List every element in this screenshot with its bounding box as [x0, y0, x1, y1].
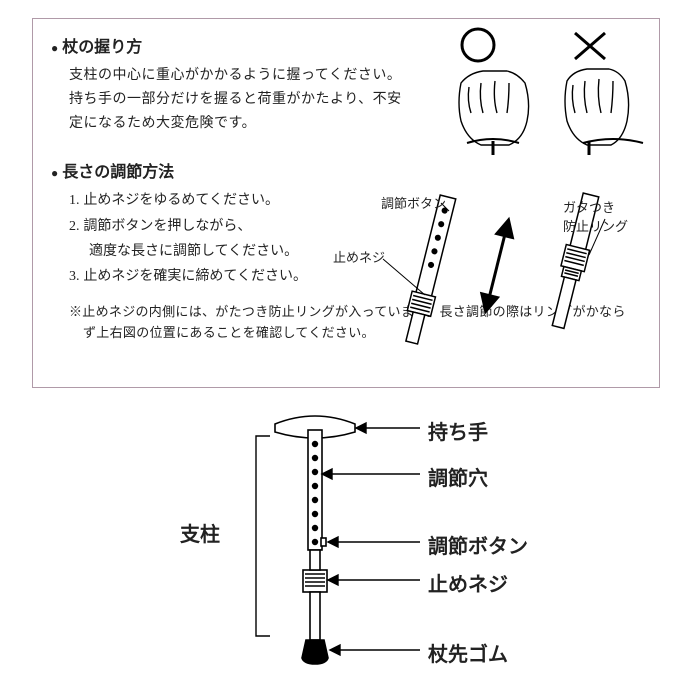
label-anti-rattle: ガタつき 防止リング	[563, 197, 628, 235]
label-adjust-button-2: 調節ボタン	[428, 530, 528, 559]
parts-diagram: 支柱 持ち手 調節穴 調節ボタン 止めネジ 杖先ゴム	[120, 400, 570, 680]
grip-correct-wrong-svg	[433, 25, 653, 155]
label-pillar: 支柱	[180, 518, 220, 547]
step-3: 3. 止めネジを確実に締めてください。	[69, 264, 369, 288]
label-adjust-hole: 調節穴	[428, 462, 488, 491]
grip-body: 支柱の中心に重心がかかるように握ってください。持ち手の一部分だけを握ると荷重がか…	[69, 63, 409, 134]
length-steps: 1. 止めネジをゆるめてください。 2. 調節ボタンを押しながら、 適度な長さに…	[69, 188, 369, 287]
instruction-panel: 杖の握り方 支柱の中心に重心がかかるように握ってください。持ち手の一部分だけを握…	[32, 18, 660, 388]
length-heading: 長さの調節方法	[51, 158, 641, 182]
label-tip-rubber: 杖先ゴム	[428, 638, 508, 667]
label-adjust-button: 調節ボタン	[381, 193, 446, 212]
label-handle: 持ち手	[428, 416, 488, 445]
step-2: 2. 調節ボタンを押しながら、 適度な長さに調節してください。	[69, 214, 369, 261]
label-stop-screw-2: 止めネジ	[428, 568, 508, 597]
step-1: 1. 止めネジをゆるめてください。	[69, 188, 369, 212]
label-stop-screw: 止めネジ	[333, 247, 385, 266]
grip-illustrations	[433, 25, 653, 155]
adjust-illustration: 調節ボタン 止めネジ ガタつき 防止リング	[333, 187, 653, 357]
